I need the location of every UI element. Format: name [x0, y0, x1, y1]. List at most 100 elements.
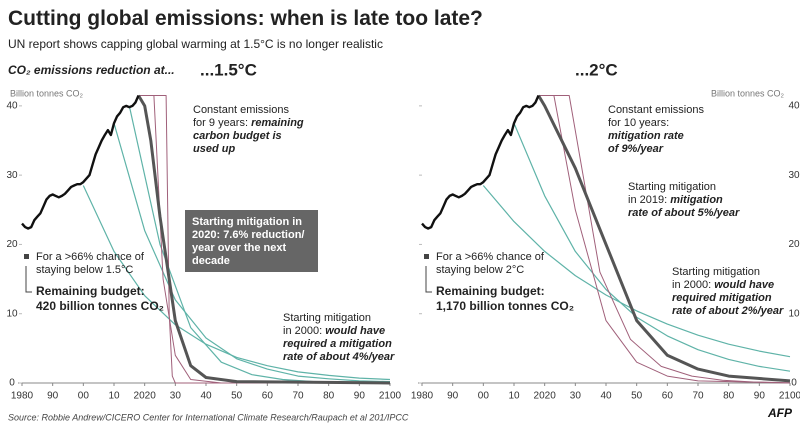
annotation-text: mitigation: [670, 194, 723, 206]
annotation-line: Starting mitigation: [283, 312, 371, 324]
annotation-line: carbon budget is: [193, 130, 282, 142]
annotation-line: decade: [192, 255, 230, 267]
annotation-line: rate of about 2%/year: [672, 305, 784, 317]
arrow: [425, 266, 432, 293]
annotation-line: Remaining budget:: [436, 284, 545, 298]
x-tick-label: 90: [354, 391, 366, 402]
annotation-text: For a >66% chance of: [436, 251, 545, 263]
panel-heading: ...2°C: [575, 60, 618, 79]
annotation-text: would have: [325, 325, 385, 337]
y-tick-label: 40: [788, 100, 800, 111]
annotation-line: Starting mitigation: [628, 181, 716, 193]
x-tick-label: 50: [231, 391, 243, 402]
annotation-line: Starting mitigation in: [192, 216, 302, 228]
x-tick-label: 2020: [134, 391, 157, 402]
annotation-box: [185, 210, 318, 272]
annotation-text: for 9 years:: [193, 117, 251, 129]
x-tick-label: 90: [754, 391, 766, 402]
annotation-text: Starting mitigation: [283, 312, 371, 324]
y-axis-label: Billion tonnes CO₂: [711, 88, 785, 98]
title: Cutting global emissions: when is late t…: [8, 7, 483, 30]
annotation-line: 1,170 billion tonnes CO₂: [436, 299, 574, 313]
section-label: CO₂ emissions reduction at...: [8, 63, 175, 77]
x-tick-label: 80: [723, 391, 735, 402]
annotation-line: staying below 2°C: [436, 264, 524, 276]
panel-heading: ...1.5°C: [200, 60, 257, 79]
x-tick-label: 50: [631, 391, 643, 402]
emission-line: [82, 185, 391, 381]
annotation-text: for 10 years:: [608, 117, 669, 129]
annotation-text: rate of about 4%/year: [283, 351, 395, 363]
annotation-line: Remaining budget:: [36, 284, 145, 298]
x-tick-label: 00: [478, 391, 490, 402]
annotation-text: For a >66% chance of: [36, 251, 145, 263]
emission-line: [482, 185, 791, 358]
annotation-line: mitigation rate: [608, 130, 684, 142]
annotation-line: staying below 1.5°C: [36, 264, 133, 276]
x-tick-label: 90: [47, 391, 59, 402]
emission-line: [537, 94, 791, 383]
y-tick-label: 10: [788, 308, 800, 319]
x-tick-label: 2100: [779, 391, 800, 402]
annotation-text: in 2019:: [628, 194, 670, 206]
annotation-line: in 2000: would have: [672, 279, 774, 291]
annotation-text: would have: [714, 279, 774, 291]
emission-line: [21, 95, 140, 230]
annotation-line: For a >66% chance of: [436, 251, 545, 263]
y-tick-label: 10: [6, 308, 18, 319]
annotation-line: in 2000: would have: [283, 325, 385, 337]
annotation-text: Constant emissions: [193, 104, 289, 116]
annotation-line: Constant emissions: [608, 104, 704, 116]
annotation-text: carbon budget is: [193, 130, 282, 142]
emission-line: [538, 95, 791, 384]
annotation-line: for 9 years: remaining: [193, 117, 304, 129]
y-tick-label: 20: [6, 239, 18, 250]
x-tick-label: 2020: [534, 391, 557, 402]
x-tick-label: 10: [108, 391, 120, 402]
bullet: [424, 254, 429, 259]
x-tick-label: 30: [570, 391, 582, 402]
emission-line: [138, 95, 390, 384]
annotation-text: Starting mitigation in: [192, 216, 302, 228]
x-tick-label: 40: [200, 391, 212, 402]
annotation-line: required a mitigation: [283, 338, 392, 350]
emission-line: [513, 122, 791, 372]
annotation-line: Starting mitigation: [672, 266, 760, 278]
annotation-text: 420 billion tonnes CO₂: [36, 299, 164, 313]
arrow: [25, 266, 32, 293]
annotation-text: Starting mitigation: [628, 181, 716, 193]
x-tick-label: 60: [662, 391, 674, 402]
x-tick-label: 1980: [11, 391, 34, 402]
x-tick-label: 60: [262, 391, 274, 402]
annotation-line: Constant emissions: [193, 104, 289, 116]
annotation-text: in 2000:: [283, 325, 325, 337]
annotation-text: used up: [193, 143, 235, 155]
subtitle: UN report shows capping global warming a…: [8, 37, 383, 51]
x-tick-label: 90: [447, 391, 459, 402]
annotation-line: rate of about 5%/year: [628, 207, 740, 219]
emission-line: [538, 95, 791, 384]
annotation-text: required mitigation: [672, 292, 772, 304]
annotation-text: required a mitigation: [283, 338, 392, 350]
annotation-line: in 2019: mitigation: [628, 194, 723, 206]
y-tick-label: 30: [6, 170, 18, 181]
annotation-line: 420 billion tonnes CO₂: [36, 299, 164, 313]
y-tick-label: 0: [9, 378, 15, 389]
annotation-line: required mitigation: [672, 292, 772, 304]
source: Source: Robbie Andrew/CICERO Center for …: [8, 412, 409, 422]
annotation-text: Constant emissions: [608, 104, 704, 116]
x-tick-label: 1980: [411, 391, 434, 402]
annotation-line: rate of about 4%/year: [283, 351, 395, 363]
x-tick-label: 70: [292, 391, 304, 402]
annotation-text: rate of about 2%/year: [672, 305, 784, 317]
annotation-text: of 9%/year: [608, 143, 664, 155]
annotation-text: remaining: [251, 117, 304, 129]
x-tick-label: 70: [692, 391, 704, 402]
annotation-line: of 9%/year: [608, 143, 664, 155]
x-tick-label: 10: [508, 391, 520, 402]
annotation-text: decade: [192, 255, 230, 267]
x-tick-label: 80: [323, 391, 335, 402]
y-tick-label: 20: [788, 239, 800, 250]
x-tick-label: 00: [78, 391, 90, 402]
